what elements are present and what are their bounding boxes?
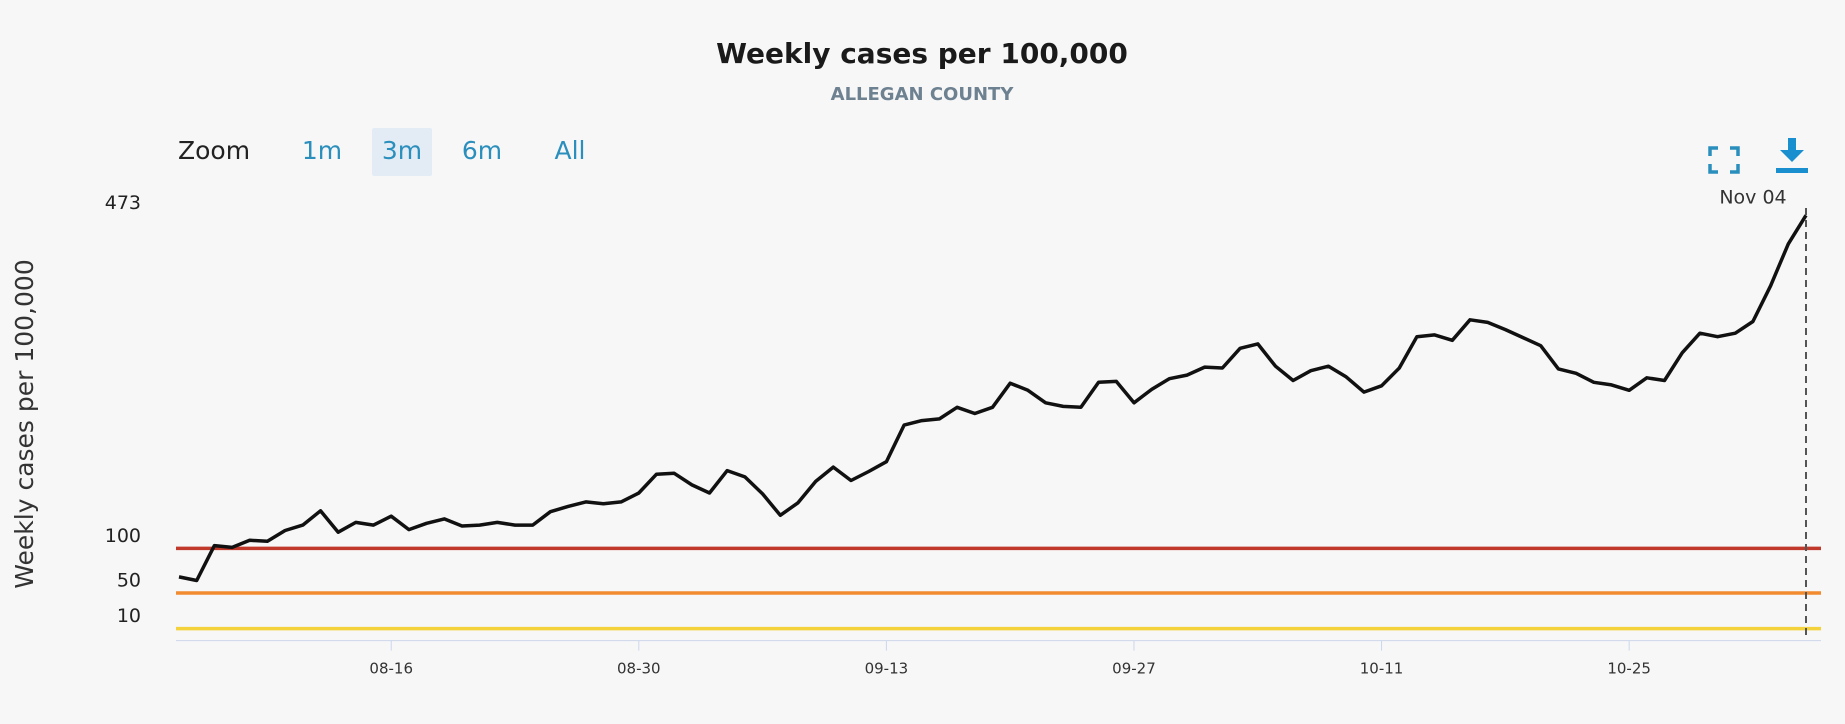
zoom-label: Zoom: [178, 136, 250, 165]
fullscreen-icon[interactable]: [1708, 146, 1740, 174]
chart-subtitle: ALLEGAN COUNTY: [831, 84, 1015, 105]
x-tick-label: 08-30: [617, 660, 661, 678]
x-tick-label: 08-16: [369, 660, 413, 678]
zoom-selected-bg: [372, 128, 432, 176]
y-axis-label: Weekly cases per 100,000: [10, 259, 39, 588]
zoom-option[interactable]: 3m: [382, 136, 422, 165]
x-tick-label: 09-13: [865, 660, 909, 678]
zoom-option[interactable]: 1m: [302, 136, 342, 165]
y-tick-label: 50: [117, 569, 141, 591]
zoom-buttons: 1m 3m 6m All: [302, 128, 586, 176]
y-tick-label: 10: [117, 605, 141, 627]
zoom-option[interactable]: All: [555, 136, 586, 165]
y-tick-label: 473: [105, 192, 141, 214]
x-tick-label: 10-11: [1360, 660, 1404, 678]
zoom-option[interactable]: 6m: [462, 136, 502, 165]
chart-title: Weekly cases per 100,000: [716, 37, 1128, 70]
x-tick-label: 10-25: [1607, 660, 1651, 678]
x-tick-label: 09-27: [1112, 660, 1156, 678]
series-line: [178, 214, 1808, 583]
download-icon[interactable]: [1776, 138, 1808, 173]
y-tick-label: 100: [105, 525, 141, 547]
tooltip-date: Nov 04: [1719, 187, 1786, 209]
